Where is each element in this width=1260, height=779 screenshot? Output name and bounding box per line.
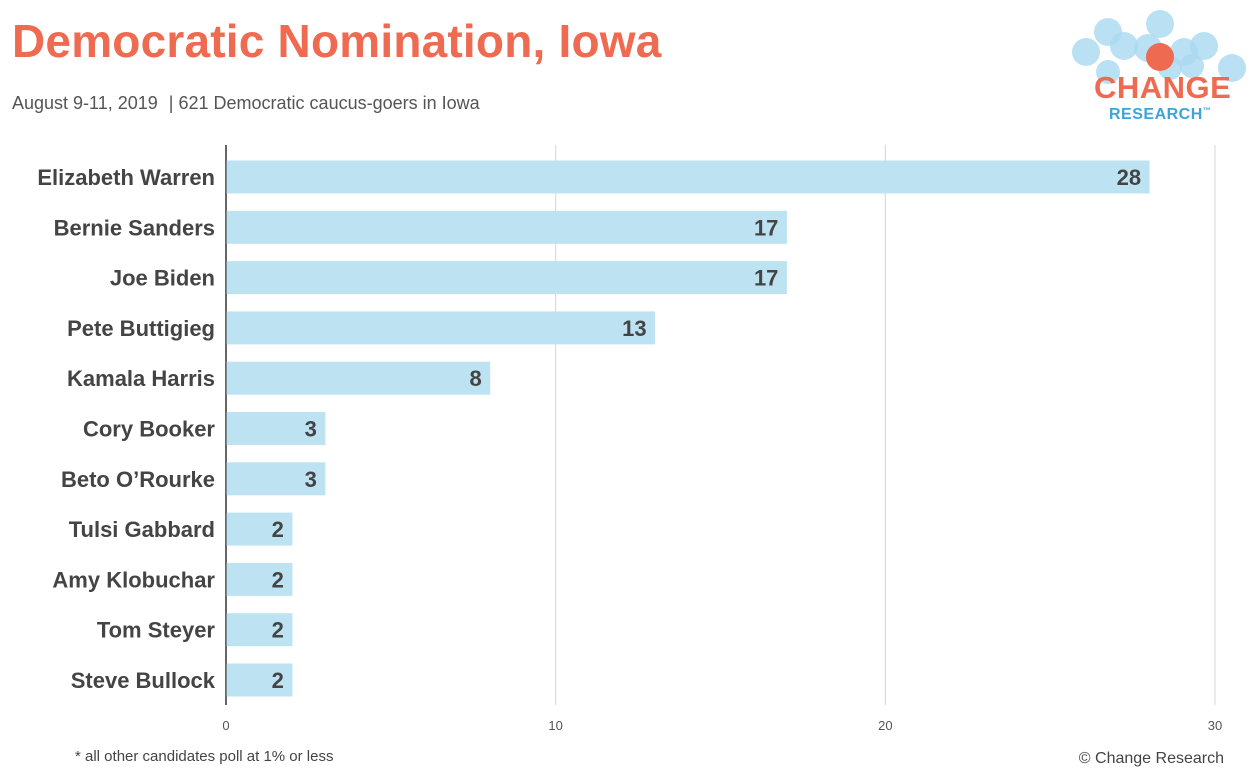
logo-dot [1072, 38, 1100, 66]
bar [226, 412, 326, 445]
logo-dot [1096, 60, 1120, 84]
bar [226, 210, 787, 244]
bar [226, 613, 293, 647]
logo-dot [1218, 54, 1246, 82]
chart-subtitle: August 9-11, 2019 | 621 Democratic caucu… [12, 93, 480, 114]
logo-trademark: ™ [1202, 106, 1212, 115]
chart-title: Democratic Nomination, Iowa [12, 15, 662, 67]
category-label: Tom Steyer [97, 618, 216, 643]
x-tick-label: 20 [878, 718, 892, 733]
category-label: Tulsi Gabbard [69, 517, 215, 542]
bar-value-label: 17 [754, 266, 778, 291]
logo-wordmark-research: RESEARCH™ [1109, 106, 1211, 124]
bar-value-label: 2 [272, 668, 284, 693]
category-label: Elizabeth Warren [37, 165, 215, 190]
logo-dots-graphic [1072, 10, 1246, 84]
survey-sample: 621 Democratic caucus-goers in Iowa [178, 93, 480, 113]
category-label: Joe Biden [110, 266, 215, 291]
bar-value-label: 13 [622, 316, 646, 341]
bar-value-label: 8 [469, 366, 481, 391]
bar-value-label: 2 [272, 517, 284, 542]
bar [226, 361, 491, 395]
change-research-logo: CHANGE RESEARCH™ [1068, 8, 1252, 128]
bar [226, 160, 1150, 194]
bar-value-label: 28 [1117, 165, 1141, 190]
bar-value-label: 3 [305, 467, 317, 492]
category-label: Bernie Sanders [54, 215, 215, 240]
logo-dot [1146, 10, 1174, 38]
bar [226, 311, 656, 345]
category-label: Steve Bullock [71, 668, 216, 693]
bar-value-label: 17 [754, 215, 778, 240]
bar [226, 261, 787, 295]
logo-dot [1110, 32, 1138, 60]
subtitle-separator: | [168, 93, 174, 113]
logo-wordmark-change: CHANGE [1094, 70, 1232, 105]
x-tick-label: 30 [1208, 718, 1222, 733]
category-label: Pete Buttigieg [67, 316, 215, 341]
x-tick-label: 10 [548, 718, 562, 733]
category-label: Cory Booker [83, 417, 215, 442]
x-tick-label: 0 [222, 718, 229, 733]
bar [226, 462, 326, 496]
logo-dot [1190, 32, 1218, 60]
bar [226, 663, 293, 697]
bar-value-label: 2 [272, 567, 284, 592]
footnote: * all other candidates poll at 1% or les… [75, 748, 334, 765]
copyright-credit: © Change Research [1078, 750, 1224, 767]
bar [226, 562, 293, 596]
bar-value-label: 2 [272, 618, 284, 643]
category-label: Amy Klobuchar [52, 567, 215, 592]
bar-value-label: 3 [305, 417, 317, 442]
logo-accent-dot [1146, 43, 1174, 71]
logo-research-text: RESEARCH [1109, 106, 1203, 123]
survey-date: August 9-11, 2019 [12, 93, 158, 113]
category-label: Beto O’Rourke [61, 467, 215, 492]
bar [226, 512, 293, 546]
category-label: Kamala Harris [67, 366, 215, 391]
logo-dot [1180, 54, 1204, 78]
